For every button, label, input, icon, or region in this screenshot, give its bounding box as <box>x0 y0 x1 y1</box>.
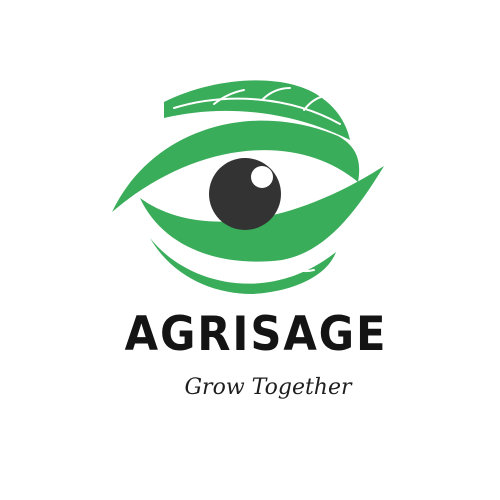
leaf-veins <box>165 87 341 279</box>
lower-leaf-shape <box>140 166 384 262</box>
lower-leaf-base <box>150 238 336 294</box>
upper-leaf-shape <box>112 120 360 212</box>
brand-name: AGRISAGE <box>124 307 388 362</box>
tagline: Grow Together <box>184 375 352 400</box>
eye-highlight <box>251 166 273 188</box>
upper-leaf-cap <box>164 80 350 140</box>
eye-pupil <box>209 158 281 230</box>
